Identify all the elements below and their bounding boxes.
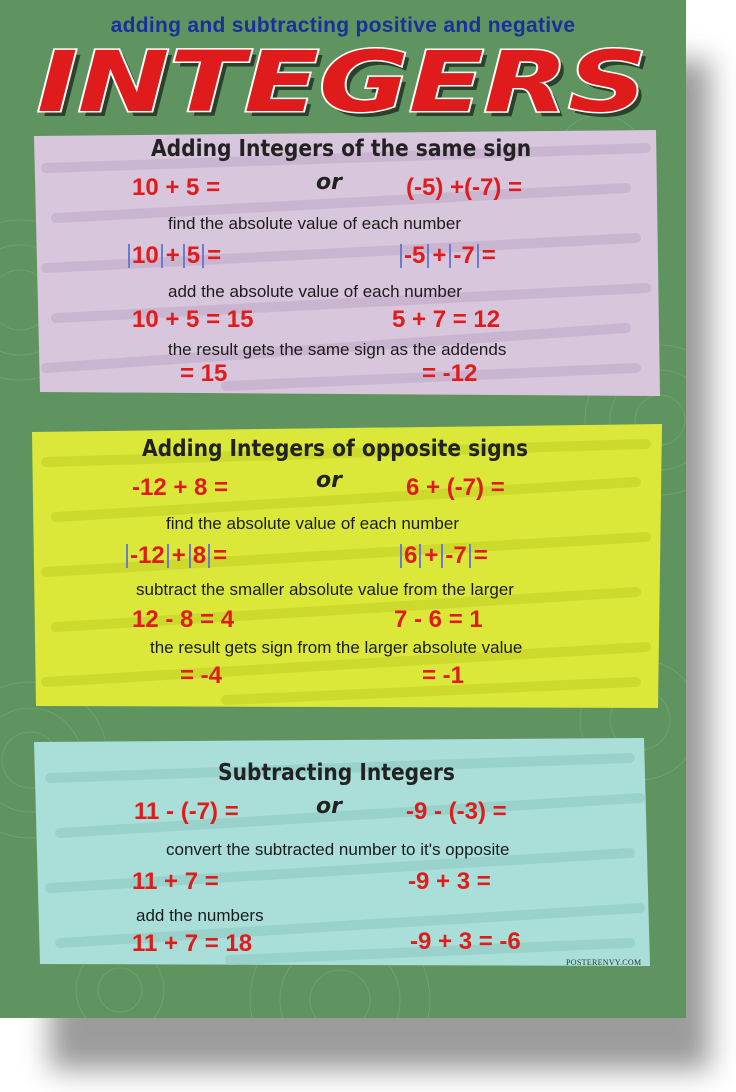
right-step: -9 + 3 = — [408, 868, 491, 895]
right-problem: -9 - (-3) = — [406, 798, 507, 825]
step-1-text: find the absolute value of each number — [168, 214, 461, 233]
left-result: 11 + 7 = 18 — [132, 930, 253, 957]
absolute-value: -7 — [449, 244, 479, 268]
section-heading: Adding Integers of the same sign — [151, 136, 532, 162]
absolute-value: -12 — [126, 544, 169, 568]
right-result: = -1 — [422, 662, 465, 689]
right-result: = -12 — [422, 360, 478, 387]
right-absolute-values: -5 + -7 = — [400, 242, 499, 270]
poster: adding and subtracting positive and nega… — [0, 0, 686, 1018]
left-step: 10 + 5 = 15 — [132, 306, 254, 333]
poster-title: INTEGERS INTEGERS — [36, 38, 653, 128]
right-problem: (-5) +(-7) = — [406, 174, 523, 201]
operator: + — [171, 542, 186, 569]
right-problem: 6 + (-7) = — [406, 474, 505, 501]
absolute-value: -5 — [400, 244, 430, 268]
or-label: or — [316, 468, 342, 493]
section-heading: Adding Integers of opposite signs — [142, 436, 529, 462]
svg-text:INTEGERS: INTEGERS — [37, 38, 647, 128]
absolute-value: 5 — [182, 244, 205, 268]
panel-background — [34, 738, 650, 966]
equals: = — [481, 242, 496, 269]
left-problem: 11 - (-7) = — [134, 798, 239, 825]
equals: = — [213, 542, 228, 569]
right-result: -9 + 3 = -6 — [410, 928, 521, 955]
left-result: = 15 — [180, 360, 228, 387]
or-label: or — [316, 794, 342, 819]
section-heading: Subtracting Integers — [218, 760, 455, 786]
equals: = — [207, 242, 222, 269]
operator: + — [165, 242, 180, 269]
right-absolute-values: 6 + -7 = — [400, 542, 491, 570]
step-1-text: find the absolute value of each number — [166, 514, 459, 533]
operator: + — [432, 242, 447, 269]
panel-opposite-signs: Adding Integers of opposite signs -12 + … — [26, 422, 666, 712]
step-2-text: subtract the smaller absolute value from… — [136, 580, 514, 599]
left-absolute-values: -12 + 8 = — [126, 542, 230, 570]
operator: + — [424, 542, 439, 569]
equals: = — [473, 542, 488, 569]
svg-text:INTEGERS: INTEGERS — [42, 38, 652, 128]
left-absolute-values: 10 + 5 = — [128, 242, 224, 270]
panel-subtracting: Subtracting Integers 11 - (-7) = or -9 -… — [30, 738, 666, 970]
left-result: = -4 — [180, 662, 223, 689]
left-step: 11 + 7 = — [132, 868, 219, 895]
absolute-value: 6 — [400, 544, 422, 568]
step-3-text: the result gets sign from the larger abs… — [150, 638, 523, 657]
step-1-text: convert the subtracted number to it's op… — [166, 840, 510, 859]
absolute-value: 8 — [188, 544, 211, 568]
publisher-credit: POSTERENVY.COM — [566, 958, 642, 967]
or-label: or — [316, 170, 342, 195]
panel-background — [34, 130, 660, 396]
right-step: 7 - 6 = 1 — [394, 606, 483, 633]
step-3-text: the result gets the same sign as the add… — [168, 340, 507, 359]
absolute-value: 10 — [128, 244, 163, 268]
panel-same-sign: Adding Integers of the same sign 10 + 5 … — [26, 128, 666, 400]
step-2-text: add the absolute value of each number — [168, 282, 462, 301]
left-problem: 10 + 5 = — [132, 174, 221, 201]
right-step: 5 + 7 = 12 — [392, 306, 501, 333]
panel-background — [32, 424, 662, 708]
absolute-value: -7 — [441, 544, 471, 568]
poster-subtitle: adding and subtracting positive and nega… — [110, 14, 576, 37]
left-step: 12 - 8 = 4 — [132, 606, 235, 633]
left-problem: -12 + 8 = — [132, 474, 229, 501]
step-2-text: add the numbers — [136, 906, 264, 925]
